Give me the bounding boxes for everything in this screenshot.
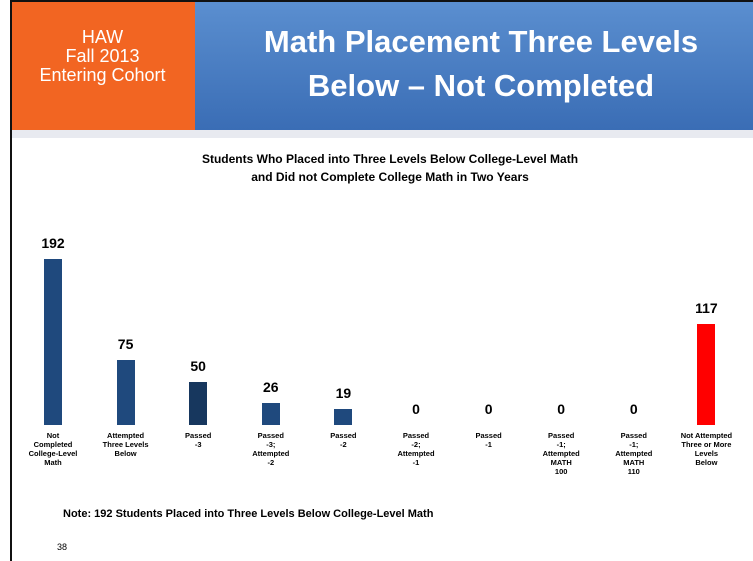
x-tick-label: Passed -1 xyxy=(475,431,502,449)
value-label: 0 xyxy=(557,401,566,417)
x-tick-label: Attempted Three Levels Below xyxy=(102,431,149,458)
bar xyxy=(44,259,62,425)
value-label: 75 xyxy=(117,336,134,353)
border xyxy=(10,0,12,561)
value-label: 0 xyxy=(484,401,493,417)
value-label: 0 xyxy=(629,401,638,417)
bar xyxy=(334,408,353,425)
x-tick-label: Passed -2; Attempted -1 xyxy=(397,431,435,467)
value-label: 192 xyxy=(41,235,65,251)
cohort-box: HAW Fall 2013 Entering Cohort xyxy=(10,0,195,130)
x-tick-label: Not Completed College-Level Math xyxy=(28,431,78,467)
cohort-line: Entering Cohort xyxy=(39,65,166,85)
bar xyxy=(697,323,716,425)
value-label: 26 xyxy=(263,378,279,395)
value-label: 0 xyxy=(412,401,420,417)
page-number: 38 xyxy=(57,542,68,552)
value-label: 117 xyxy=(695,299,718,316)
slide-title: Math Placement Three Levels xyxy=(263,24,699,59)
divider xyxy=(12,130,753,138)
x-tick-label: Passed -3 xyxy=(185,431,212,449)
slide-title: Below – Not Completed xyxy=(307,68,655,103)
bar xyxy=(189,381,208,425)
title-box: Math Placement Three Levels Below – Not … xyxy=(195,0,753,130)
bar xyxy=(261,402,280,425)
annotation: Note: 192 Students Placed into Three Lev… xyxy=(63,508,434,520)
cohort-line: HAW xyxy=(81,27,124,47)
chart-title: Students Who Placed into Three Levels Be… xyxy=(201,152,579,184)
x-tick-label: Not Attempted Three or More Levels Below xyxy=(680,431,733,467)
x-tick-label: Passed -1; Attempted MATH 110 xyxy=(615,431,653,476)
value-label: 50 xyxy=(190,357,206,374)
cohort-line: Fall 2013 xyxy=(65,46,140,66)
x-tick-label: Passed -1; Attempted MATH 100 xyxy=(542,431,580,476)
border xyxy=(10,0,753,2)
bar xyxy=(116,360,135,425)
x-tick-label: Passed -3; Attempted -2 xyxy=(252,431,290,467)
value-label: 19 xyxy=(335,384,352,401)
x-tick-label: Passed -2 xyxy=(330,431,357,449)
